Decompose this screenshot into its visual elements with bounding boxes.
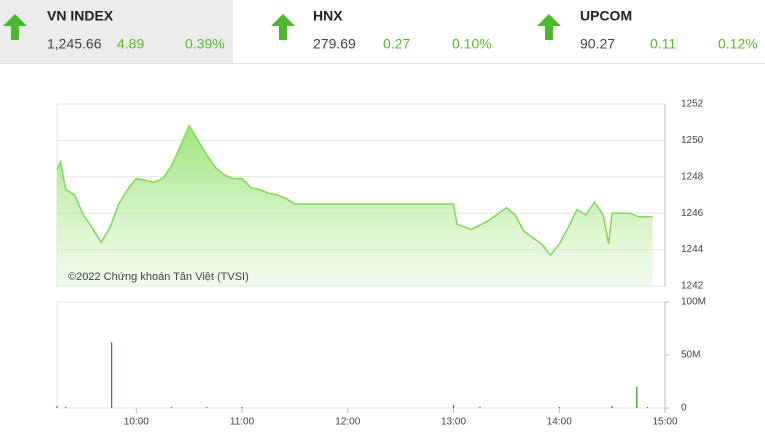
index-tab[interactable]: VN INDEX 1,245.66 4.89 0.39% — [3, 8, 225, 52]
up-arrow — [271, 14, 295, 40]
index-percent: 0.12% — [718, 36, 758, 52]
volume-bar — [111, 342, 113, 408]
x-tick-label: 14:00 — [547, 417, 572, 428]
up-arrow — [537, 14, 561, 40]
x-tick-label: 11:00 — [230, 417, 255, 428]
y-tick-label: 1246 — [681, 208, 704, 219]
x-tick-label: 10:00 — [124, 417, 149, 428]
y-tick-label: 1242 — [681, 281, 704, 292]
x-tick-label: 13:00 — [441, 417, 466, 428]
price-line — [56, 124, 653, 257]
index-percent: 0.10% — [452, 36, 492, 52]
volume-bar — [56, 405, 58, 408]
index-name: HNX — [313, 8, 343, 24]
index-price: 1,245.66 — [47, 36, 102, 52]
y-tick-label: 50M — [681, 350, 700, 361]
index-change: 0.11 — [650, 36, 676, 52]
volume-bar — [65, 406, 67, 408]
volume-bar — [611, 405, 613, 408]
index-change: 0.27 — [383, 36, 410, 52]
volume-bar — [646, 406, 648, 408]
y-tick-label: 1244 — [681, 244, 704, 255]
volume-bar — [241, 406, 243, 408]
up-arrow — [3, 14, 27, 40]
volume-bar — [479, 406, 481, 408]
volume-frame — [56, 301, 666, 409]
index-price: 90.27 — [580, 36, 615, 52]
y-tick-label: 1248 — [681, 171, 704, 182]
volume-bar — [452, 404, 455, 408]
area-fill — [57, 125, 653, 286]
y-tick-label: 100M — [681, 297, 706, 308]
index-percent: 0.39% — [185, 36, 225, 52]
index-change: 4.89 — [117, 36, 144, 52]
volume-bar — [206, 406, 208, 408]
selected-tab[interactable] — [0, 0, 233, 63]
index-name: VN INDEX — [47, 8, 114, 24]
index-price: 279.69 — [313, 36, 356, 52]
x-tick-label: 15:00 — [652, 417, 677, 428]
index-name: UPCOM — [580, 8, 632, 24]
x-tick-label: 12:00 — [335, 417, 360, 428]
y-tick-label: 0 — [681, 403, 687, 414]
index-tab[interactable]: HNX 279.69 0.27 0.10% — [271, 8, 492, 52]
watermark: ©2022 Chứng khoán Tân Việt (TVSI) — [68, 271, 249, 283]
y-tick-label: 1250 — [681, 135, 704, 146]
index-tab[interactable]: UPCOM 90.27 0.11 0.12% — [537, 8, 758, 52]
volume-bar — [636, 386, 638, 408]
volume-bar — [558, 406, 560, 408]
y-tick-label: 1252 — [681, 99, 704, 110]
volume-bar — [170, 406, 173, 408]
